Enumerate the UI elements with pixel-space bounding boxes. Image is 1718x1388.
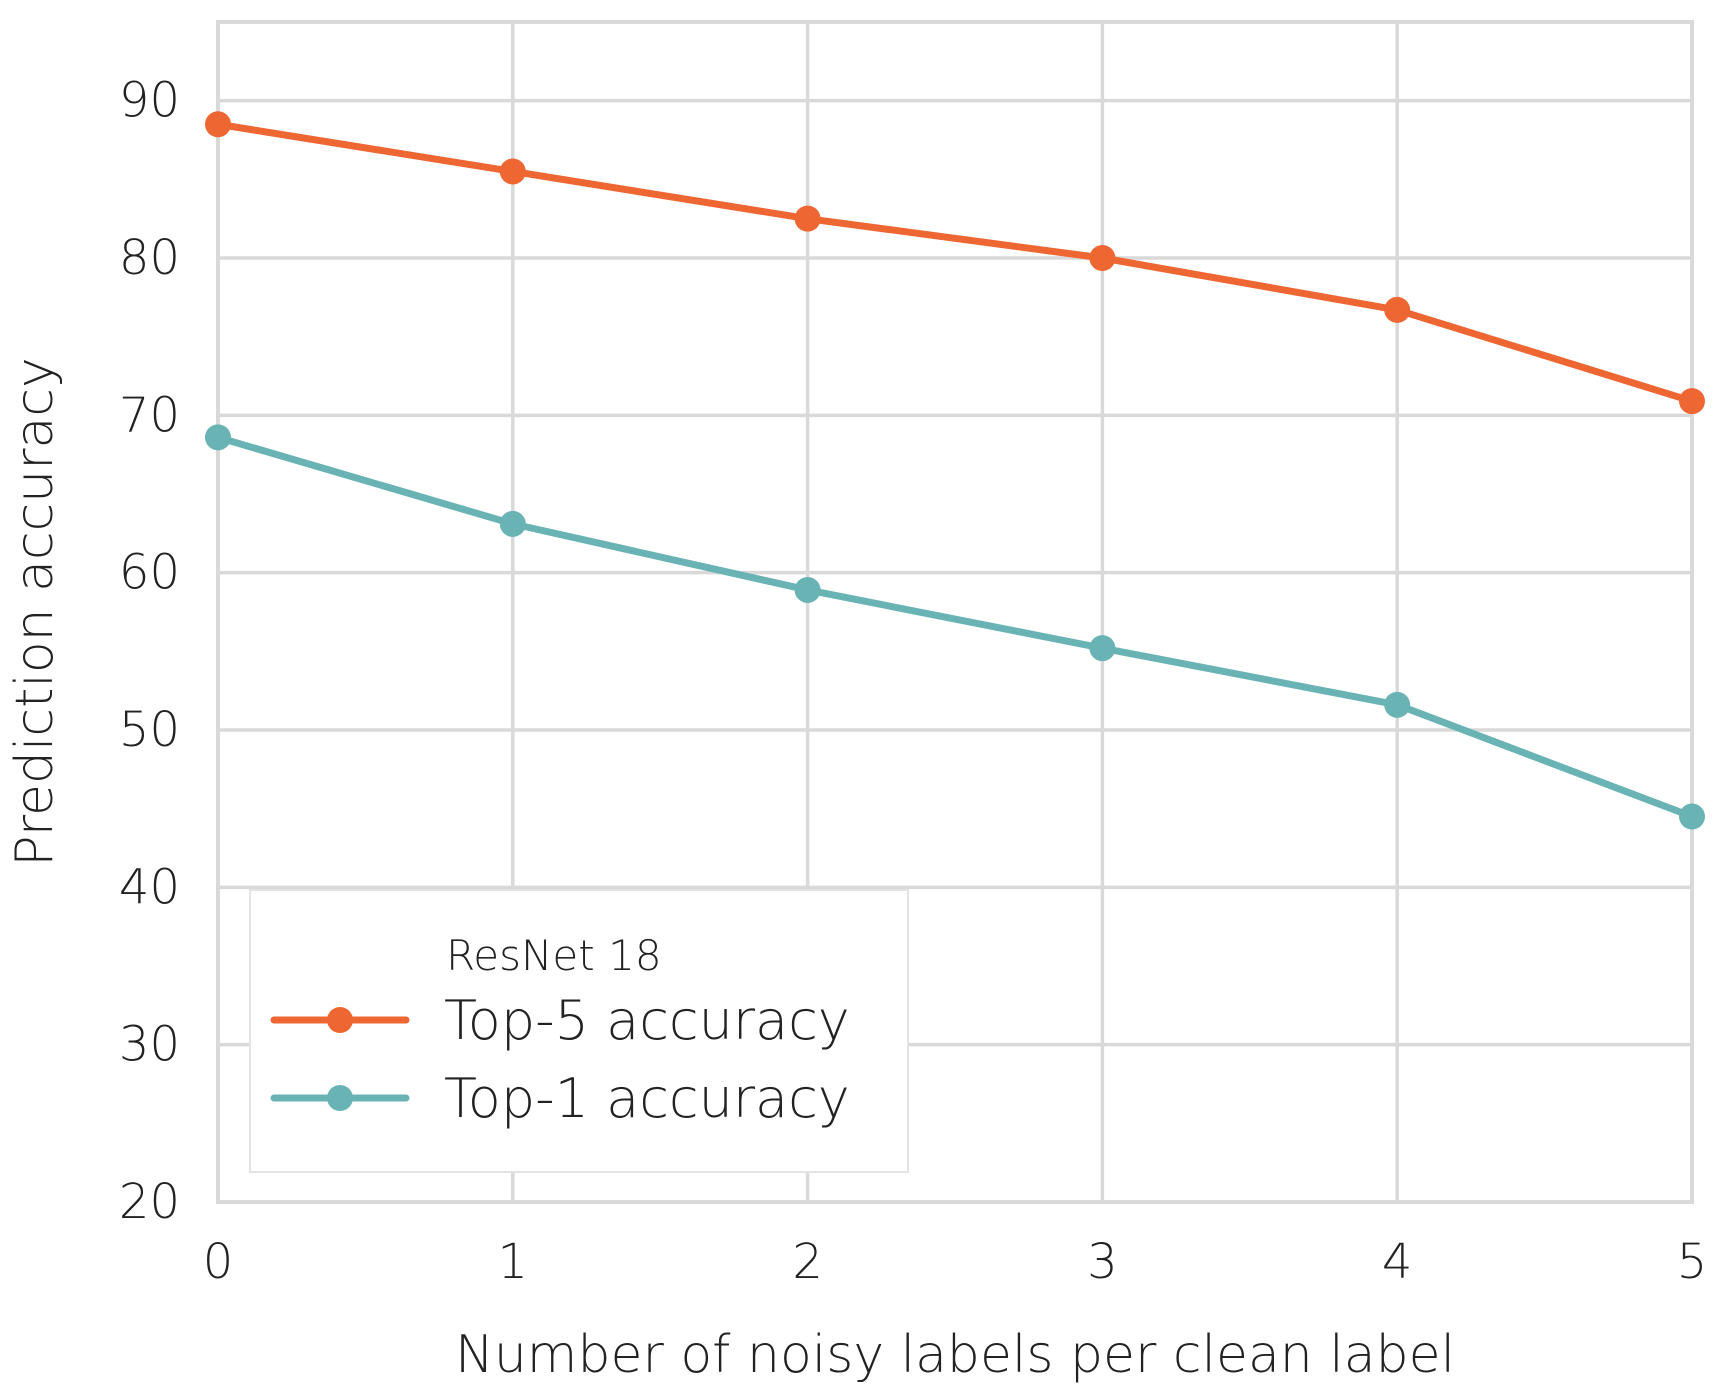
series-line (214, 120, 1696, 405)
x-tick-label: 3 (1087, 1234, 1118, 1290)
data-point (1679, 388, 1705, 415)
data-point (1384, 296, 1411, 323)
y-tick-label: 90 (119, 73, 180, 129)
legend-box (249, 889, 909, 1173)
x-tick-label: 5 (1677, 1234, 1708, 1290)
series-layer (205, 111, 1705, 830)
data-point (1679, 803, 1705, 830)
data-point (1089, 245, 1116, 271)
data-point (205, 111, 231, 138)
legend-entry: Top-1 accuracy (270, 1067, 850, 1130)
y-tick-label: 80 (119, 230, 180, 286)
y-tick-label: 60 (119, 545, 180, 601)
data-point (499, 510, 526, 537)
data-point (1089, 635, 1116, 662)
x-tick-labels: 0 1 2 3 4 5 (203, 1234, 1708, 1290)
x-tick-label: 0 (203, 1234, 234, 1290)
series-top-5-accuracy (205, 111, 1705, 415)
legend-title: ResNet 18 (446, 931, 662, 980)
y-axis-label: Prediction accuracy (5, 357, 65, 866)
y-tick-label: 50 (119, 702, 180, 758)
legend-label: Top-5 accuracy (444, 989, 850, 1052)
data-point (205, 424, 231, 451)
data-point (499, 158, 526, 185)
legend-label: Top-1 accuracy (444, 1067, 850, 1130)
y-tick-labels: 20 30 40 50 60 70 80 90 (119, 73, 180, 1230)
x-tick-label: 1 (498, 1234, 529, 1290)
x-tick-label: 4 (1382, 1234, 1413, 1290)
data-point (1384, 691, 1411, 718)
legend-marker (327, 1007, 353, 1033)
x-tick-label: 2 (792, 1234, 823, 1290)
legend-entry: Top-5 accuracy (270, 989, 850, 1052)
series-top-1-accuracy (205, 424, 1705, 830)
legend-entries: Top-5 accuracy Top-1 accuracy (270, 989, 850, 1130)
x-axis-label: Number of noisy labels per clean label (455, 1325, 1455, 1385)
legend: ResNet 18 Top-5 accuracy Top-1 accuracy (249, 889, 909, 1173)
y-tick-label: 30 (119, 1017, 180, 1073)
y-tick-label: 70 (119, 387, 180, 443)
data-point (794, 576, 821, 603)
series-line (214, 433, 1696, 821)
data-point (794, 205, 821, 232)
y-tick-label: 40 (119, 859, 180, 915)
y-tick-label: 20 (119, 1174, 180, 1230)
plot-frame (216, 20, 1694, 1204)
legend-marker (327, 1085, 353, 1111)
